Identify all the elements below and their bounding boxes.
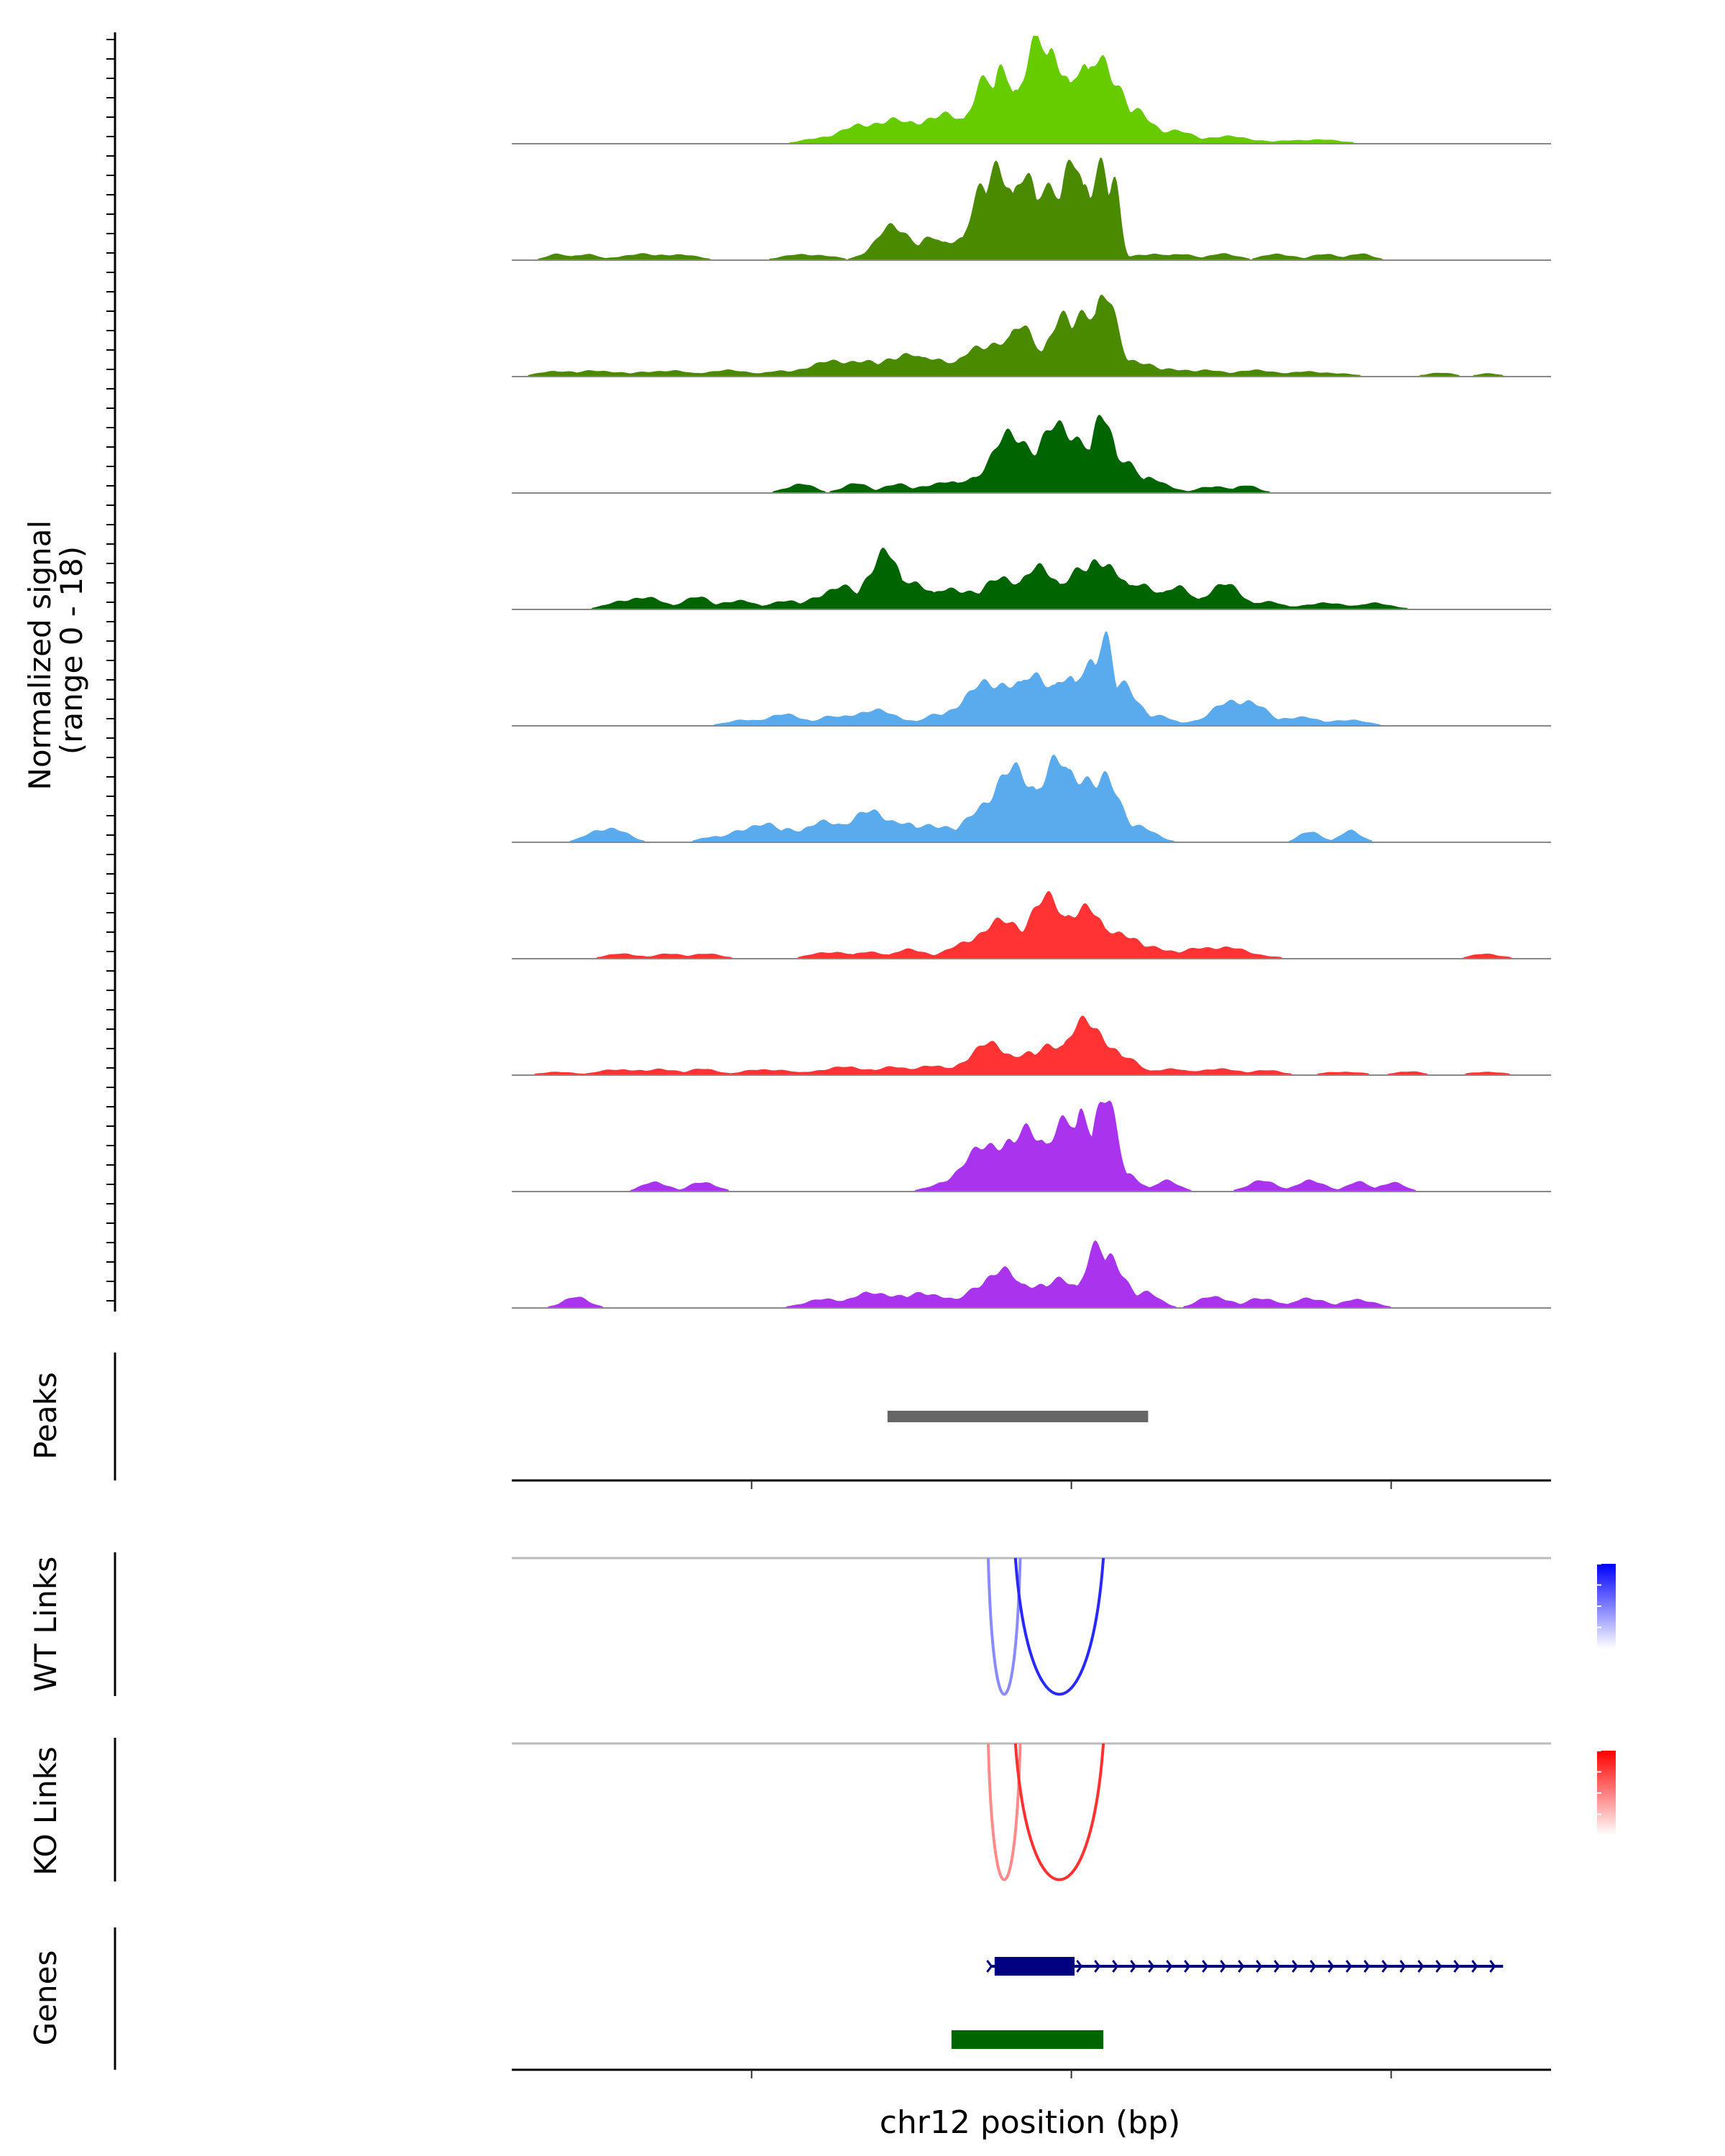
strand-arrow (1292, 1960, 1299, 1973)
links-track (114, 1738, 1551, 1881)
signal-area (512, 1240, 1551, 1308)
coverage-track (512, 36, 1551, 144)
signal-area (512, 631, 1551, 726)
peaks-label: Peaks (28, 1372, 63, 1460)
ko-links-label: KO Links (28, 1746, 63, 1876)
wt-links-label: WT Links (28, 1557, 63, 1692)
strand-arrow (1166, 1960, 1173, 1973)
strand-arrow (1184, 1960, 1191, 1973)
strand-arrow (1238, 1960, 1245, 1973)
coverage-track (512, 890, 1551, 959)
strand-arrow (1453, 1960, 1460, 1973)
gene-exon (951, 2030, 1104, 2049)
strand-arrow (986, 1960, 993, 1973)
score-legend (1597, 1750, 1616, 1836)
strand-arrow (1112, 1960, 1119, 1973)
signal-area (512, 548, 1551, 609)
strand-arrow (1130, 1960, 1137, 1973)
link-arc (1013, 1557, 1105, 1696)
x-axis-label: chr12 position (bp) (880, 2104, 1181, 2141)
strand-arrow (1381, 1960, 1389, 1973)
strand-arrow (1399, 1960, 1407, 1973)
coverage-track (512, 157, 1551, 261)
coverage-track (512, 1015, 1551, 1076)
coverage-track (512, 415, 1551, 494)
strand-arrow (1471, 1960, 1478, 1973)
coverage-ylabel-line2: (range 0 - 18) (54, 546, 89, 755)
strand-arrow (1310, 1960, 1317, 1973)
score-legends (1597, 1563, 1616, 1836)
strand-arrow (1094, 1960, 1101, 1973)
strand-arrow (1489, 1960, 1496, 1973)
strand-arrow (1328, 1960, 1335, 1973)
coverage-y-axis (106, 32, 116, 1312)
strand-arrow (1417, 1960, 1425, 1973)
x-axis-lower (512, 2068, 1551, 2078)
strand-arrow (1256, 1960, 1263, 1973)
signal-area (512, 755, 1551, 842)
gene (986, 1957, 1504, 1976)
coverage-track (512, 294, 1551, 377)
gene (951, 2030, 1104, 2049)
signal-area (512, 890, 1551, 959)
signal-area (512, 157, 1551, 260)
strand-arrow (1076, 1960, 1083, 1973)
signal-area (512, 1015, 1551, 1075)
signal-area (512, 415, 1551, 493)
coverage-track (512, 1240, 1551, 1309)
signal-area (512, 294, 1551, 377)
strand-arrow (1274, 1960, 1281, 1973)
x-axis-upper (512, 1479, 1551, 1489)
links-panel (114, 1552, 1551, 1881)
coverage-track (512, 755, 1551, 843)
link-arc (986, 1557, 1022, 1696)
signal-area (512, 36, 1551, 144)
link-arc (1013, 1743, 1105, 1881)
strand-arrow (1435, 1960, 1443, 1973)
coverage-ylabel-line1: Normalized signal (22, 520, 58, 791)
genes-label: Genes (28, 1950, 63, 2046)
genes-panel (114, 1927, 1504, 2070)
signal-area (512, 1100, 1551, 1192)
strand-arrow (1148, 1960, 1155, 1973)
peaks-panel (114, 1353, 1149, 1480)
coverage-track (512, 1100, 1551, 1192)
coverage-ylabel: Normalized signal (range 0 - 18) (22, 510, 89, 790)
coverage-track (512, 548, 1551, 610)
coverage-track (512, 631, 1551, 727)
strand-arrow (1363, 1960, 1371, 1973)
score-legend (1597, 1563, 1616, 1649)
coverage-panel (512, 36, 1551, 1309)
gene-exon (994, 1957, 1075, 1976)
strand-arrow (1346, 1960, 1353, 1973)
strand-arrow (1220, 1960, 1227, 1973)
links-track (114, 1552, 1551, 1696)
link-arc (986, 1743, 1022, 1881)
peak-interval (887, 1411, 1149, 1422)
strand-arrow (1202, 1960, 1209, 1973)
